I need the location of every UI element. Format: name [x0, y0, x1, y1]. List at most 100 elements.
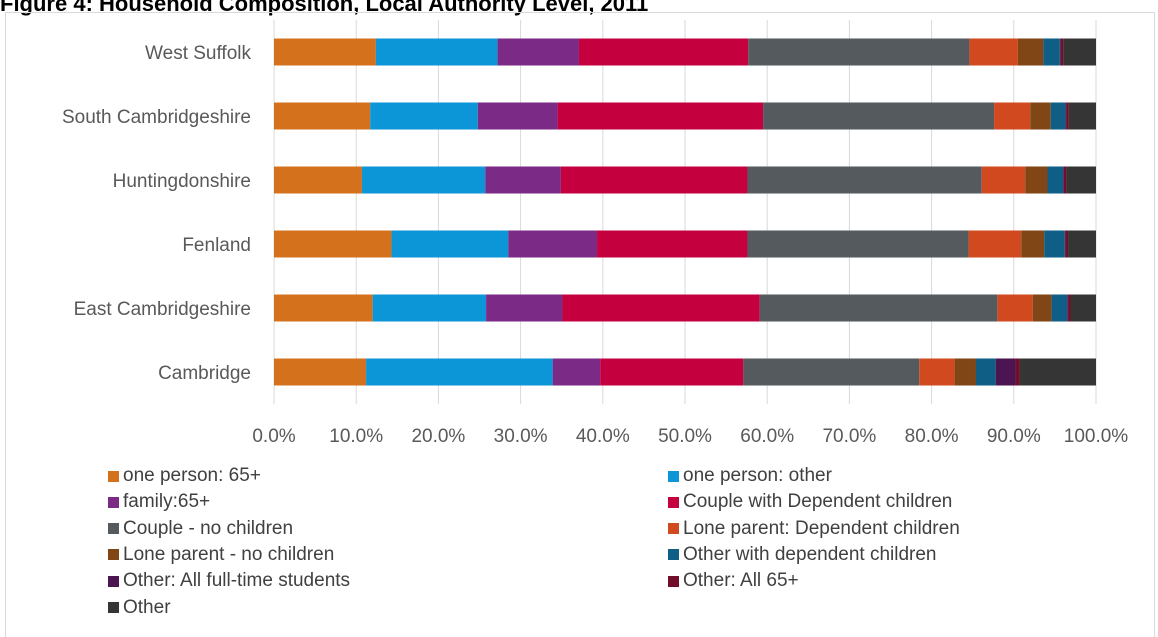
x-tick-label: 0.0%	[252, 426, 295, 447]
bar-segment	[1025, 166, 1048, 194]
legend-item: Couple with Dependent children	[668, 489, 952, 515]
bar-segment	[1064, 230, 1066, 258]
chart-frame	[5, 12, 1155, 637]
legend-item: Lone parent: Dependent children	[668, 516, 960, 542]
bar-segment	[1060, 38, 1064, 66]
legend-swatch	[108, 523, 119, 535]
bar-segment	[375, 38, 498, 66]
bar-segment	[1066, 102, 1069, 130]
bar-segment	[1030, 102, 1051, 130]
bar-segment	[274, 102, 371, 130]
legend-item: Other: All 65+	[668, 568, 799, 594]
bar-segment	[1063, 38, 1096, 66]
legend-label: Lone parent - no children	[123, 543, 335, 565]
bar-segment	[1066, 166, 1096, 194]
category-label: Fenland	[182, 235, 251, 256]
legend-label: Couple with Dependent children	[683, 491, 953, 513]
bar-segment	[1063, 166, 1067, 194]
x-tick-label: 80.0%	[905, 426, 959, 447]
bar-segment	[759, 294, 998, 322]
bar-segment	[968, 230, 1022, 258]
bar-segment	[600, 358, 744, 386]
category-label: West Suffolk	[145, 43, 251, 64]
bar-segment	[763, 102, 995, 130]
x-tick-label: 20.0%	[411, 426, 465, 447]
bar-segment	[995, 358, 1016, 386]
bar-segment	[485, 166, 561, 194]
category-label: East Cambridgeshire	[74, 299, 251, 320]
bar-segment	[997, 294, 1033, 322]
bar-segment	[969, 38, 1018, 66]
legend-swatch	[668, 549, 679, 561]
bar-segment	[597, 230, 748, 258]
bar-segment	[366, 358, 553, 386]
x-tick-label: 40.0%	[576, 426, 630, 447]
legend-label: family:65+	[123, 491, 211, 513]
bar-segment	[1068, 102, 1096, 130]
legend-label: Other: All 65+	[683, 570, 799, 592]
bar-segment	[1068, 294, 1071, 322]
bar-segment	[557, 102, 764, 130]
bar-segment	[508, 230, 598, 258]
legend-item: Lone parent - no children	[108, 542, 334, 568]
bar-segment	[994, 102, 1031, 130]
legend-swatch	[668, 496, 679, 508]
legend-item: one person: 65+	[108, 463, 261, 489]
bar-segment	[1063, 166, 1064, 194]
bar-segment	[1067, 294, 1069, 322]
bar-segment	[1032, 294, 1052, 322]
bar-segment	[743, 358, 920, 386]
bar-segment	[1043, 38, 1060, 66]
category-label: Huntingdonshire	[113, 171, 251, 192]
legend-label: one person: 65+	[123, 465, 261, 486]
legend-label: Other: All full-time students	[123, 570, 351, 592]
bar-segment	[274, 166, 362, 194]
x-tick-label: 30.0%	[494, 426, 548, 447]
legend-item: one person: other	[668, 463, 832, 489]
legend-swatch	[668, 575, 679, 587]
bar-segment	[370, 102, 478, 130]
bar-segment	[747, 166, 982, 194]
category-label: South Cambridgeshire	[62, 107, 251, 128]
bar-segment	[954, 358, 976, 386]
legend-item: Other with dependent children	[668, 542, 937, 568]
bar-segment	[1070, 294, 1096, 322]
x-tick-label: 70.0%	[822, 426, 876, 447]
bar-segment	[578, 38, 749, 66]
legend-swatch	[108, 470, 119, 482]
legend-swatch	[108, 496, 119, 508]
x-tick-label: 60.0%	[740, 426, 794, 447]
legend-item: family:65+	[108, 489, 210, 515]
bar-segment	[486, 294, 563, 322]
bar-segment	[497, 38, 579, 66]
bar-segment	[748, 38, 970, 66]
category-label: Cambridge	[158, 363, 251, 384]
bar-segment	[391, 230, 509, 258]
bar-segment	[361, 166, 486, 194]
bar-segment	[1068, 230, 1096, 258]
bar-segment	[274, 294, 373, 322]
bar-segment	[1017, 38, 1044, 66]
legend-swatch	[668, 470, 679, 482]
bar-segment	[477, 102, 558, 130]
legend-label: Other	[123, 596, 171, 618]
legend-label: Lone parent: Dependent children	[683, 517, 960, 539]
legend-swatch	[108, 575, 119, 587]
bar-segment	[1044, 230, 1065, 258]
x-tick-label: 50.0%	[658, 426, 712, 447]
bar-segment	[1050, 102, 1066, 130]
x-tick-label: 90.0%	[987, 426, 1041, 447]
bar-segment	[975, 358, 996, 386]
bar-segment	[1015, 358, 1020, 386]
x-tick-label: 100.0%	[1064, 426, 1129, 447]
bar-segment	[1019, 358, 1096, 386]
bar-segment	[1065, 102, 1067, 130]
legend-swatch	[668, 523, 679, 535]
x-tick-label: 10.0%	[329, 426, 383, 447]
bar-segment	[562, 294, 760, 322]
bar-segment	[981, 166, 1026, 194]
legend-label: Other with dependent children	[683, 543, 937, 565]
legend-item: Other	[108, 595, 171, 621]
legend-item: Other: All full-time students	[108, 568, 350, 594]
